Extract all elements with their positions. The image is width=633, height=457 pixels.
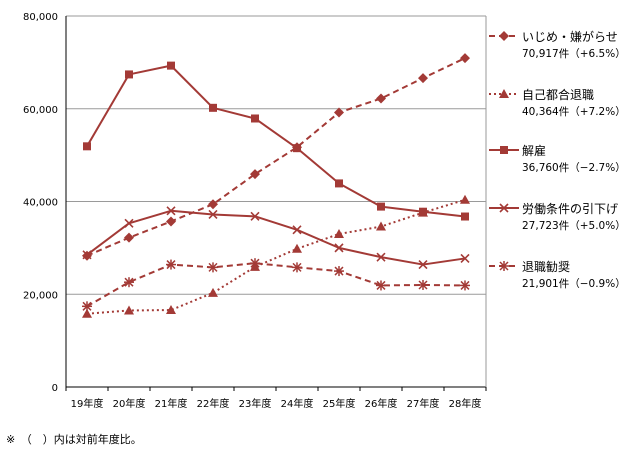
data-point — [376, 221, 386, 231]
data-point — [208, 262, 218, 273]
data-point — [82, 301, 92, 312]
data-point — [460, 253, 470, 264]
x-tick-label: 26年度 — [365, 397, 398, 410]
data-point — [418, 260, 428, 270]
x-tick-label: 22年度 — [197, 397, 230, 410]
x-tick-label: 21年度 — [155, 397, 188, 410]
data-point — [125, 70, 133, 79]
data-point — [167, 61, 175, 70]
legend-value: 27,723件（+5.0%） — [522, 220, 626, 232]
data-point — [82, 308, 92, 318]
x-tick-label: 25年度 — [323, 397, 356, 410]
legend-value: 21,901件（−0.9%） — [522, 278, 626, 290]
data-point — [166, 305, 176, 315]
legend-value: 40,364件（+7.2%） — [522, 106, 626, 118]
data-point — [250, 211, 260, 221]
data-point — [82, 250, 92, 260]
data-point — [166, 216, 176, 227]
series-line-4 — [86, 209, 466, 266]
data-point — [460, 280, 470, 291]
data-point — [376, 280, 386, 291]
data-point — [250, 258, 260, 269]
x-tick-label: 27年度 — [407, 397, 440, 410]
data-point — [418, 279, 428, 290]
x-tick-label: 19年度 — [71, 397, 104, 410]
data-point — [166, 259, 176, 270]
x-tick-label: 20年度 — [113, 397, 146, 410]
legend-value: 36,760件（−2.7%） — [522, 162, 626, 174]
data-point — [250, 169, 260, 180]
legend-value: 70,917件（+6.5%） — [522, 48, 626, 60]
legend-label: 労働条件の引下げ — [522, 202, 618, 216]
data-point — [460, 53, 470, 64]
y-tick-label: 0 — [52, 383, 58, 394]
data-point — [418, 73, 428, 84]
data-point — [292, 262, 302, 273]
data-point — [376, 93, 386, 104]
data-point — [292, 243, 302, 253]
data-point — [208, 209, 218, 220]
data-point — [335, 179, 343, 188]
data-point — [460, 194, 470, 204]
legend-marker — [499, 89, 509, 98]
legend-marker — [499, 31, 509, 41]
x-tick-label: 24年度 — [281, 397, 314, 410]
y-tick-label: 60,000 — [23, 105, 58, 116]
line-chart: 0 20,000 40,000 60,000 80,000 19年度 20年度 21年度 22年… — [23, 12, 626, 410]
series-line-2 — [86, 198, 466, 315]
series-line-5 — [86, 262, 466, 308]
data-point — [334, 228, 344, 238]
data-point — [376, 252, 386, 262]
y-tick-label: 40,000 — [23, 198, 58, 209]
data-point — [461, 212, 469, 221]
data-point — [124, 232, 134, 243]
data-point — [124, 305, 134, 315]
legend-marker — [499, 203, 509, 213]
legend-label: 自己都合退職 — [522, 87, 594, 102]
data-point — [166, 206, 176, 216]
legend-label: 退職勧奨 — [522, 260, 570, 274]
legend-label: いじめ・嫌がらせ — [522, 29, 618, 44]
data-point — [124, 277, 134, 288]
y-tick-label: 80,000 — [23, 12, 58, 23]
legend-label: 解雇 — [522, 143, 546, 158]
data-point — [334, 243, 344, 253]
x-tick-label: 23年度 — [239, 397, 272, 410]
data-point — [83, 142, 91, 151]
data-point — [292, 225, 302, 235]
series-line-1 — [86, 57, 466, 257]
data-point — [334, 107, 344, 118]
data-point — [334, 266, 344, 277]
data-point — [208, 287, 218, 297]
data-point — [208, 199, 218, 210]
legend-marker — [499, 261, 509, 271]
data-point — [293, 144, 301, 153]
x-tick-label: 28年度 — [449, 397, 482, 410]
legend-marker — [500, 146, 508, 154]
footnote: ※ （ ）内は対前年度比。 — [6, 433, 142, 446]
series-line-3 — [86, 64, 466, 218]
data-point — [419, 207, 427, 216]
data-point — [124, 218, 134, 228]
data-point — [377, 202, 385, 211]
y-tick-label: 20,000 — [23, 290, 58, 301]
data-point — [209, 103, 217, 112]
data-point — [251, 114, 259, 123]
